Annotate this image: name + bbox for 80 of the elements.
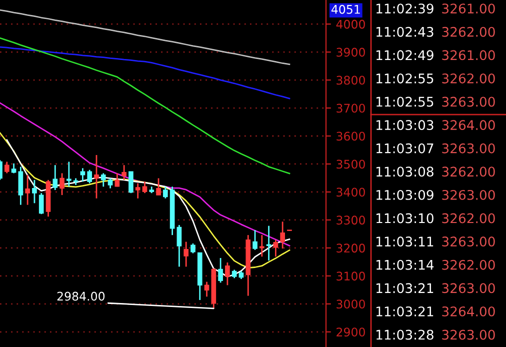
candlestick xyxy=(52,164,58,191)
text: 3263.00 xyxy=(442,330,495,340)
y-tick-label: 3600 xyxy=(336,132,365,141)
candlestick xyxy=(273,239,278,258)
candlestick xyxy=(259,234,264,258)
y-tick-label: 4000 xyxy=(336,20,365,29)
candlestick xyxy=(184,241,189,268)
candlestick xyxy=(38,192,44,215)
text: 11:03:28 xyxy=(376,330,434,340)
candlestick xyxy=(280,220,285,250)
candlestick xyxy=(142,180,148,194)
candlestick xyxy=(162,186,168,200)
candlestick xyxy=(266,225,272,262)
candlestick xyxy=(25,174,30,206)
y-tick-label: 3200 xyxy=(336,244,365,253)
y-tick-label: 3000 xyxy=(336,300,365,309)
text: 3263.00 xyxy=(442,283,495,294)
candlestick xyxy=(225,262,230,286)
text: 11:02:43 xyxy=(376,26,434,37)
candlestick xyxy=(176,224,182,268)
text: 3261.00 xyxy=(442,50,495,60)
candlestick xyxy=(18,166,24,206)
y-tick-label: 3500 xyxy=(336,160,365,169)
candlestick xyxy=(87,169,92,184)
line-series xyxy=(0,37,290,174)
text: 11:02:55 xyxy=(376,96,434,107)
text: 3264.00 xyxy=(442,120,495,130)
y-tick-label: 3900 xyxy=(336,48,365,57)
text: 11:02:39 xyxy=(376,4,434,14)
candlestick xyxy=(100,172,106,188)
y-tick-label: 3700 xyxy=(336,104,365,113)
candlestick xyxy=(114,172,120,188)
text: 3263.00 xyxy=(442,143,495,154)
candlestick xyxy=(190,242,196,254)
line-series xyxy=(0,9,290,66)
text: 11:02:49 xyxy=(376,50,434,60)
text: 11:03:21 xyxy=(376,283,434,294)
candlestick xyxy=(108,178,113,190)
text: 11:03:10 xyxy=(376,213,434,224)
text: 11:03:09 xyxy=(376,190,434,200)
text: 3262.00 xyxy=(442,213,495,224)
text: 3261.00 xyxy=(442,4,495,14)
line-series xyxy=(0,46,290,100)
y-tick-label: 2900 xyxy=(336,328,365,337)
y-tick-label: 3100 xyxy=(336,272,365,281)
candlestick xyxy=(218,257,223,284)
annotation: 2984.00 xyxy=(57,292,105,301)
candlestick xyxy=(122,164,126,181)
text: 11:03:21 xyxy=(376,306,434,316)
candlestick xyxy=(4,161,10,174)
text: 3262.00 xyxy=(442,73,495,84)
line-series xyxy=(0,102,290,246)
text: 11:03:11 xyxy=(376,236,434,247)
candlestick xyxy=(94,154,99,200)
candlestick xyxy=(128,170,134,194)
text: 4051 xyxy=(331,4,360,14)
text: 11:03:07 xyxy=(376,143,434,154)
text: 3262.00 xyxy=(442,26,495,37)
candlestick xyxy=(80,167,86,182)
text: 11:02:55 xyxy=(376,73,434,84)
text: 3262.00 xyxy=(442,166,495,177)
text: 3263.00 xyxy=(442,96,495,107)
candlestick xyxy=(32,179,37,204)
text: 3263.00 xyxy=(442,236,495,247)
y-tick-label: 3300 xyxy=(336,216,365,225)
text: 11:03:03 xyxy=(376,120,434,130)
candlestick xyxy=(252,229,258,251)
text: 3263.00 xyxy=(442,190,495,200)
candlestick xyxy=(156,178,161,196)
text: 11:03:08 xyxy=(376,166,434,177)
candlestick xyxy=(60,172,64,196)
candlestick xyxy=(135,182,140,200)
y-tick-label: 3800 xyxy=(336,76,365,85)
text: 3264.00 xyxy=(442,306,495,316)
y-tick-label: 3400 xyxy=(336,188,365,197)
candlestick xyxy=(66,161,72,188)
text: 11:03:14 xyxy=(376,260,434,270)
text: 3262.00 xyxy=(442,260,495,270)
candlestick xyxy=(204,281,210,298)
candlestick xyxy=(11,162,16,174)
